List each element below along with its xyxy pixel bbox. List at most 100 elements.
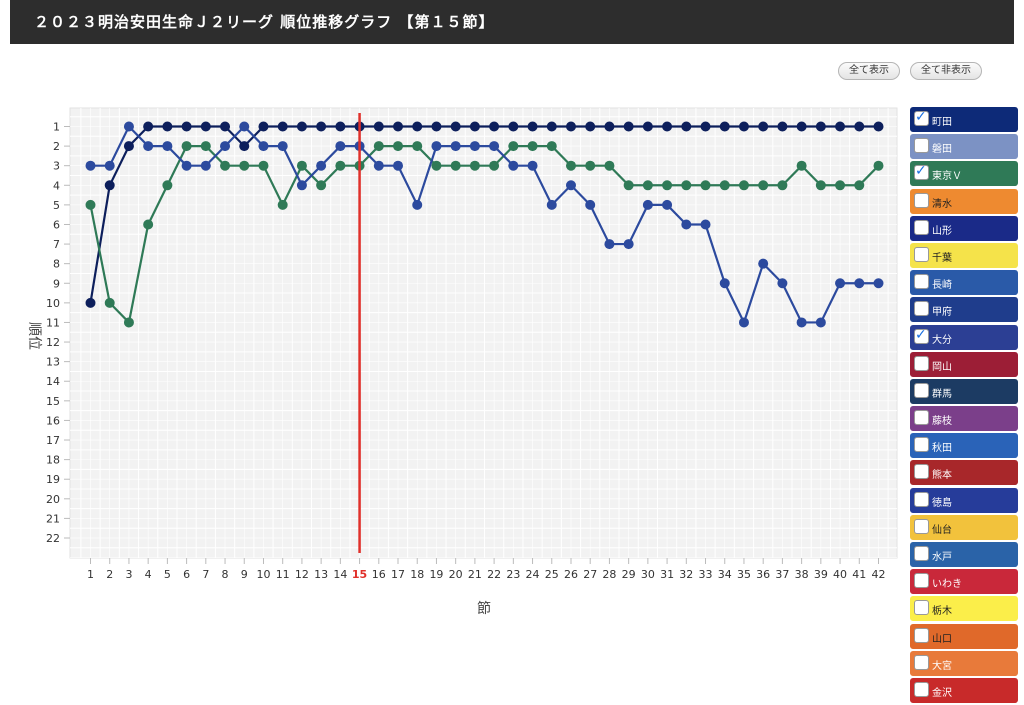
data-point-町田 bbox=[335, 121, 346, 132]
legend-item[interactable]: ✓秋田 bbox=[910, 433, 1018, 459]
legend-checkbox[interactable]: ✓ bbox=[914, 274, 929, 290]
x-tick-label: 41 bbox=[852, 568, 866, 581]
data-point-町田 bbox=[104, 180, 115, 191]
legend-item[interactable]: ✓岡山 bbox=[910, 351, 1018, 377]
legend-label: 千葉 bbox=[932, 252, 952, 264]
data-point-東京Ｖ bbox=[719, 180, 730, 191]
legend-checkbox[interactable]: ✓ bbox=[914, 491, 929, 507]
legend-checkbox[interactable]: ✓ bbox=[914, 573, 929, 589]
legend-checkbox[interactable]: ✓ bbox=[914, 246, 929, 262]
legend-item[interactable]: ✓磐田 bbox=[910, 134, 1018, 160]
data-point-東京Ｖ bbox=[565, 160, 576, 171]
legend-checkbox[interactable]: ✓ bbox=[914, 654, 929, 670]
check-icon: ✓ bbox=[915, 163, 927, 180]
data-point-町田 bbox=[623, 121, 634, 132]
data-point-町田 bbox=[546, 121, 557, 132]
legend-checkbox[interactable]: ✓ bbox=[914, 546, 929, 561]
legend-label: 大宮 bbox=[932, 660, 952, 672]
x-tick-label: 10 bbox=[256, 568, 270, 581]
data-point-東京Ｖ bbox=[873, 160, 884, 171]
legend-item[interactable]: ✓熊本 bbox=[910, 460, 1018, 486]
legend-item[interactable]: ✓仙台 bbox=[910, 514, 1018, 540]
y-tick-label: 5 bbox=[53, 199, 60, 212]
data-point-大分 bbox=[815, 317, 826, 328]
data-point-町田 bbox=[373, 121, 384, 132]
legend-label: 仙台 bbox=[932, 524, 952, 536]
legend-checkbox[interactable]: ✓ bbox=[914, 301, 929, 317]
show-all-button[interactable]: 全て表示 bbox=[838, 62, 900, 80]
data-point-町田 bbox=[431, 121, 442, 132]
legend-item[interactable]: ✓山形 bbox=[910, 215, 1018, 241]
legend-checkbox[interactable]: ✓ bbox=[914, 138, 929, 154]
legend-label: 金沢 bbox=[932, 687, 952, 699]
data-point-大分 bbox=[623, 239, 634, 250]
legend-item[interactable]: ✓ 大分 bbox=[910, 324, 1018, 350]
data-point-東京Ｖ bbox=[181, 141, 192, 152]
legend-item[interactable]: ✓いわき bbox=[910, 569, 1018, 595]
legend-item[interactable]: ✓金沢 bbox=[910, 677, 1018, 703]
data-point-東京Ｖ bbox=[604, 160, 615, 171]
legend-checkbox[interactable]: ✓ bbox=[914, 681, 929, 697]
data-point-町田 bbox=[450, 121, 461, 132]
legend-checkbox[interactable]: ✓ bbox=[914, 109, 929, 126]
x-axis-title: 節 bbox=[477, 600, 491, 617]
y-tick-label: 16 bbox=[46, 414, 60, 427]
x-tick-label: 30 bbox=[641, 568, 655, 581]
data-point-大分 bbox=[316, 160, 327, 171]
legend-checkbox[interactable]: ✓ bbox=[914, 437, 929, 453]
data-point-大分 bbox=[335, 141, 346, 152]
legend-item[interactable]: ✓長崎 bbox=[910, 270, 1018, 296]
y-tick-label: 14 bbox=[46, 375, 60, 388]
data-point-大分 bbox=[873, 278, 884, 289]
x-tick-label: 27 bbox=[583, 568, 597, 581]
data-point-町田 bbox=[220, 121, 231, 132]
legend-item[interactable]: ✓ 町田 bbox=[910, 107, 1018, 132]
x-tick-label: 35 bbox=[737, 568, 751, 581]
y-tick-label: 7 bbox=[53, 238, 60, 251]
y-tick-label: 22 bbox=[46, 532, 60, 545]
legend-item[interactable]: ✓清水 bbox=[910, 188, 1018, 214]
legend-checkbox[interactable]: ✓ bbox=[914, 518, 929, 534]
data-point-大分 bbox=[796, 317, 807, 328]
legend-item[interactable]: ✓水戸 bbox=[910, 542, 1018, 567]
legend-checkbox[interactable]: ✓ bbox=[914, 327, 929, 344]
legend-item[interactable]: ✓栃木 bbox=[910, 596, 1018, 622]
legend-checkbox[interactable]: ✓ bbox=[914, 219, 929, 235]
data-point-大分 bbox=[200, 160, 211, 171]
legend-item[interactable]: ✓徳島 bbox=[910, 487, 1018, 513]
data-point-東京Ｖ bbox=[758, 180, 769, 191]
legend-checkbox[interactable]: ✓ bbox=[914, 163, 929, 181]
data-point-東京Ｖ bbox=[623, 180, 634, 191]
legend-item[interactable]: ✓ 東京Ｖ bbox=[910, 161, 1018, 187]
legend-item[interactable]: ✓千葉 bbox=[910, 242, 1018, 268]
data-point-東京Ｖ bbox=[316, 180, 327, 191]
legend-item[interactable]: ✓山口 bbox=[910, 623, 1018, 649]
data-point-町田 bbox=[604, 121, 615, 132]
legend-checkbox[interactable]: ✓ bbox=[914, 627, 929, 643]
data-point-東京Ｖ bbox=[738, 180, 749, 191]
legend-checkbox[interactable]: ✓ bbox=[914, 410, 929, 426]
data-point-町田 bbox=[181, 121, 192, 132]
data-point-東京Ｖ bbox=[123, 317, 134, 328]
legend-item[interactable]: ✓群馬 bbox=[910, 378, 1018, 404]
legend-checkbox[interactable]: ✓ bbox=[914, 192, 929, 208]
legend-checkbox[interactable]: ✓ bbox=[914, 600, 929, 616]
data-point-東京Ｖ bbox=[585, 160, 596, 171]
legend-item[interactable]: ✓藤枝 bbox=[910, 406, 1018, 432]
legend-checkbox[interactable]: ✓ bbox=[914, 355, 929, 371]
hide-all-button[interactable]: 全て非表示 bbox=[910, 62, 982, 80]
data-point-町田 bbox=[316, 121, 327, 132]
data-point-大分 bbox=[104, 160, 115, 171]
x-tick-label: 23 bbox=[506, 568, 520, 581]
x-tick-label: 22 bbox=[487, 568, 501, 581]
legend-checkbox[interactable]: ✓ bbox=[914, 464, 929, 480]
data-point-東京Ｖ bbox=[835, 180, 846, 191]
legend-item[interactable]: ✓大宮 bbox=[910, 650, 1018, 676]
legend-checkbox[interactable]: ✓ bbox=[914, 382, 929, 398]
legend-item[interactable]: ✓甲府 bbox=[910, 297, 1018, 323]
data-point-町田 bbox=[296, 121, 307, 132]
data-point-町田 bbox=[239, 141, 250, 152]
x-tick-label: 32 bbox=[679, 568, 693, 581]
legend-label: いわき bbox=[932, 579, 962, 591]
data-point-町田 bbox=[508, 121, 519, 132]
